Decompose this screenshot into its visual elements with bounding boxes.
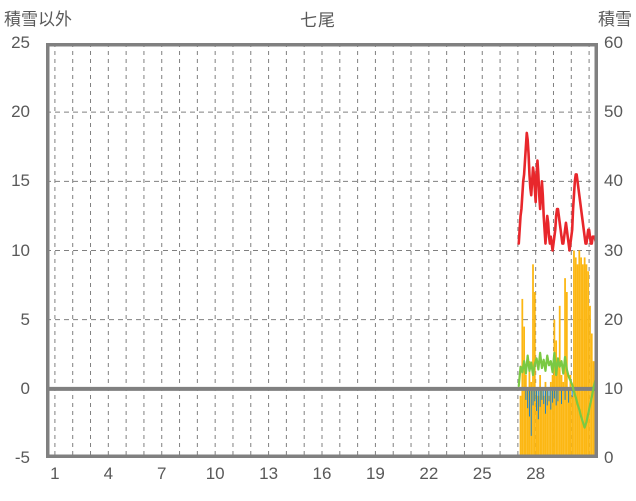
y2-axis-tick-label: 20	[604, 309, 623, 329]
y2-axis-tick-label: 50	[604, 102, 623, 122]
y-axis-tick-label: 25	[11, 33, 30, 52]
y2-axis-tick-label: 60	[604, 33, 623, 52]
y-axis-tick-label: 20	[11, 102, 30, 122]
left-axis-caption: 積雪以外	[4, 10, 72, 29]
y-axis-tick-label: -5	[14, 448, 30, 467]
y2-axis-tick-label: 0	[604, 448, 614, 467]
green-line	[517, 351, 598, 429]
y-axis-tick-label: 5	[20, 309, 30, 329]
x-axis-tick-label: 10	[205, 464, 225, 483]
x-axis-tick-label: 7	[157, 464, 167, 483]
right-axis-caption: 積雪	[598, 10, 632, 29]
x-axis-tick-label: 13	[259, 464, 279, 483]
x-axis-tick-label: 22	[419, 464, 439, 483]
y-axis-tick-label: 15	[11, 171, 30, 191]
plot-area	[46, 43, 598, 458]
x-axis-tick-label: 19	[365, 464, 385, 483]
gridlines	[46, 43, 598, 458]
y2-axis-tick-label: 10	[604, 378, 623, 398]
x-axis-tick-label: 25	[472, 464, 492, 483]
x-axis-tick-label: 16	[312, 464, 332, 483]
y-axis-tick-label: 10	[11, 240, 30, 260]
x-axis-tick-label: 28	[526, 464, 546, 483]
chart-title: 七尾	[300, 11, 336, 30]
y2-axis-tick-label: 40	[604, 171, 623, 191]
x-axis-tick-label: 4	[103, 464, 114, 483]
y-axis-tick-label: 0	[20, 378, 30, 398]
x-axis-tick-label: 1	[50, 464, 60, 483]
plot-border	[46, 43, 598, 458]
red-line	[517, 131, 598, 252]
blue-bars	[525, 388, 573, 436]
y2-axis-tick-label: 30	[604, 240, 623, 260]
chart-canvas	[46, 43, 598, 458]
